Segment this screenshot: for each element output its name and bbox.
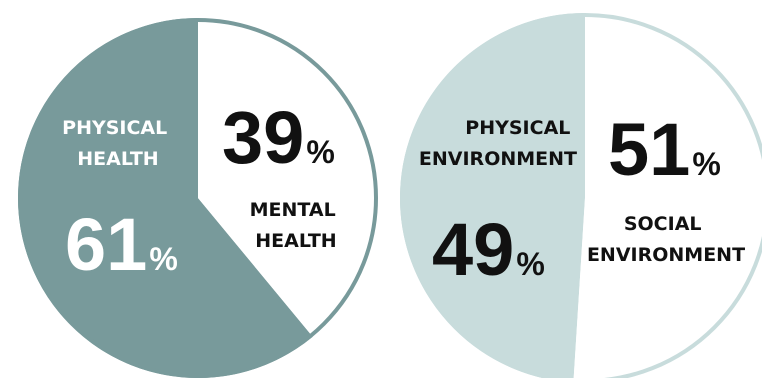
slice-label-mental-health: MENTAL HEALTH [250,199,343,252]
pie-border [400,13,762,378]
slice-value-physical-health: 61% [65,203,178,286]
slice-value-physical-environment: 49% [432,208,545,291]
slice-label-physical-health: PHYSICAL HEALTH [62,117,174,170]
pie-slice-social-environment [573,13,762,378]
pie-slice-mental-health [198,18,378,337]
pie-slice-physical-health [18,18,313,378]
pie-border [18,18,378,378]
slice-value-mental-health: 39% [222,96,335,179]
slice-value-social-environment: 51% [608,108,721,191]
slice-label-social-environment: SOCIAL ENVIRONMENT [587,213,745,266]
slice-label-physical-environment: PHYSICAL ENVIRONMENT [419,117,577,170]
pie-slice-physical-environment [399,13,585,378]
pie-chart-environment: PHYSICAL ENVIRONMENT 49% 51% SOCIAL ENVI… [399,13,762,378]
pie-chart-health: PHYSICAL HEALTH 61% 39% MENTAL HEALTH [18,18,378,378]
